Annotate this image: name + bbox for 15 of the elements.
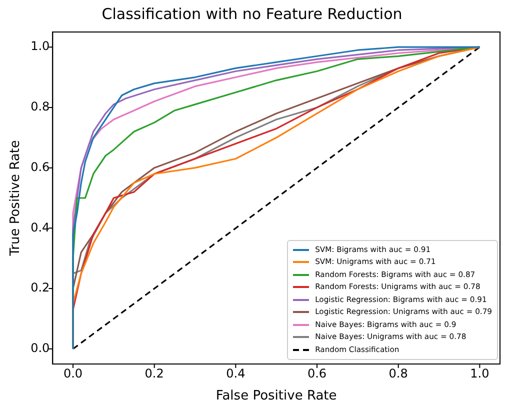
y-tick-label: 0.6 <box>30 160 50 174</box>
x-tick-label: 0.6 <box>307 366 327 380</box>
x-tick-label: 0.0 <box>63 366 83 380</box>
y-tick-label: 0.4 <box>30 220 50 234</box>
x-axis-title: False Positive Rate <box>216 388 337 404</box>
y-tick-label: 0.2 <box>30 280 50 295</box>
y-tick-label: 0.8 <box>30 100 50 114</box>
x-tick-label: 0.4 <box>226 366 246 380</box>
x-tick-label: 0.8 <box>388 366 408 380</box>
x-tick-label: 1.0 <box>470 366 490 380</box>
chart-title: Classification with no Feature Reduction <box>102 4 402 23</box>
y-tick-label: 1.0 <box>30 39 50 54</box>
y-tick-label: 0.0 <box>30 341 50 356</box>
y-axis-title: True Positive Rate <box>8 140 24 257</box>
x-tick-label: 0.2 <box>144 366 164 380</box>
